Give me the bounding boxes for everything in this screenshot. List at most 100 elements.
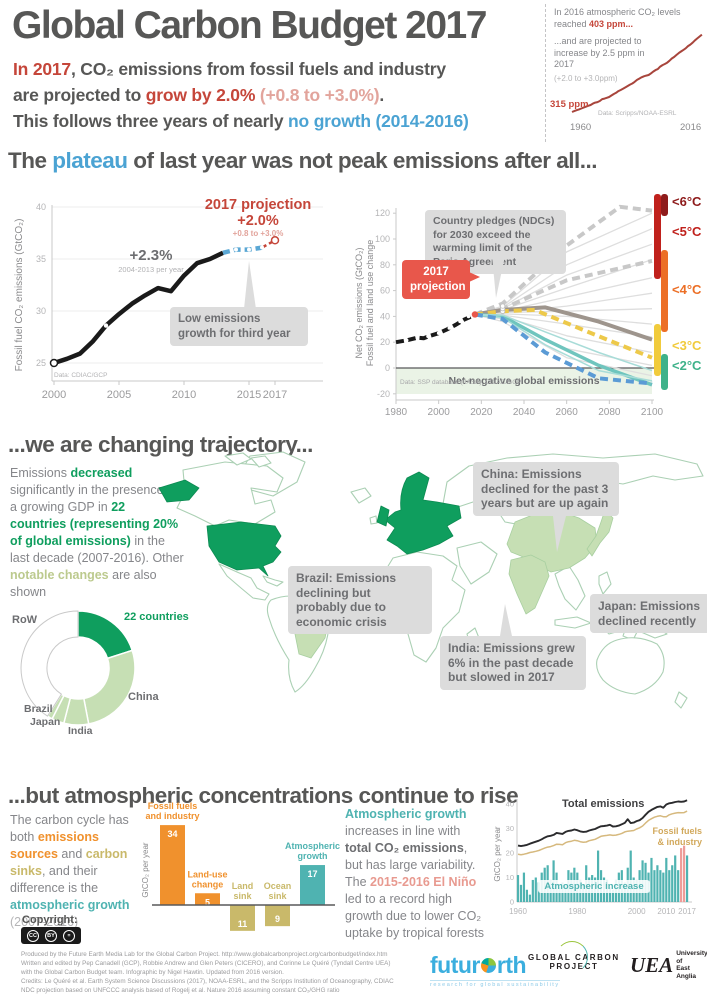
earth-icon bbox=[480, 958, 496, 973]
keeling-source: Data: Scripps/NOAA-ESRL bbox=[598, 110, 677, 117]
growth-paragraph: Atmospheric growth increases in line wit… bbox=[345, 807, 484, 940]
svg-text:growth: growth bbox=[298, 851, 328, 861]
intro-paragraph: In 2017, CO₂ emissions from fossil fuels… bbox=[13, 56, 469, 134]
pledges-pointer bbox=[492, 256, 505, 298]
svg-text:2005: 2005 bbox=[107, 389, 131, 401]
credits-block: Produced by the Future Earth Media Lab f… bbox=[21, 950, 451, 995]
credits-line: NDC projection based on UNFCCC analysis … bbox=[21, 987, 340, 994]
svg-text:40: 40 bbox=[36, 202, 46, 212]
svg-text:1980: 1980 bbox=[385, 407, 408, 418]
keeling-panel: In 2016 atmospheric CO₂ levels reached 4… bbox=[545, 4, 706, 142]
svg-text:80: 80 bbox=[380, 260, 390, 270]
map-country-usa bbox=[206, 521, 282, 577]
temp-label: <3°C bbox=[672, 338, 702, 353]
credits-line: Credits: Le Quéré et al. Earth System Sc… bbox=[21, 978, 394, 985]
map-country-india bbox=[508, 554, 550, 615]
svg-text:Net-negative global emissions: Net-negative global emissions bbox=[448, 375, 599, 387]
country-shares-donut bbox=[20, 610, 136, 726]
credits-line: Written and edited by Pep Canadell (GCP)… bbox=[21, 960, 391, 967]
svg-text:10: 10 bbox=[506, 873, 514, 882]
temp-label: <6°C bbox=[672, 194, 702, 209]
svg-text:2000: 2000 bbox=[428, 407, 451, 418]
svg-text:30: 30 bbox=[506, 824, 514, 833]
section3-heading: ...but atmospheric concentrations contin… bbox=[8, 783, 519, 808]
fossil-fuels-label: Fossil fuels & industry bbox=[652, 826, 702, 847]
donut-label-22countries: 22 countries bbox=[124, 611, 189, 623]
section1-heading: The plateau of last year was not peak em… bbox=[8, 148, 598, 173]
map-indonesia bbox=[554, 616, 592, 629]
svg-text:2080: 2080 bbox=[598, 407, 621, 418]
temp-label: <4°C bbox=[672, 282, 702, 297]
svg-text:2010: 2010 bbox=[657, 907, 675, 916]
map-paragraph: Emissions decreased significantly in the… bbox=[10, 466, 184, 599]
donut-label-japan: Japan bbox=[30, 716, 61, 728]
keeling-annotation-3: (+2.0 to +3.0ppm) bbox=[554, 74, 618, 83]
atmospheric-increase-chart: 0 10 20 30 40 1960 1980 2000 2010 2017 GtCO₂ per y… bbox=[493, 799, 697, 916]
map-arctic-island bbox=[250, 455, 272, 468]
svg-text:25: 25 bbox=[36, 358, 46, 368]
svg-text:2017: 2017 bbox=[678, 907, 696, 916]
carbon-cycle-paragraph: The carbon cycle has both emissions sour… bbox=[10, 813, 130, 929]
svg-text:sink: sink bbox=[233, 891, 252, 901]
svg-text:2017: 2017 bbox=[263, 389, 287, 401]
svg-text:2040: 2040 bbox=[513, 407, 536, 418]
keeling-annotation-1: In 2016 atmospheric CO₂ levels reached 4… bbox=[554, 7, 681, 29]
atm-chart-panel: 0 10 20 30 40 1960 1980 2000 2010 2017 GtCO₂ per y… bbox=[490, 792, 707, 934]
india-callout: India: Emissions grew 6% in the past dec… bbox=[440, 636, 586, 690]
fossil-chart-panel: 25 30 35 40 2000 2005 2010 2015 2017 Fossil fuel … bbox=[8, 185, 348, 417]
map-iceland bbox=[350, 487, 372, 504]
map-country-usa-alaska bbox=[158, 479, 200, 503]
svg-text:GtCO₂ per year: GtCO₂ per year bbox=[493, 826, 502, 881]
futurearth-logo: futur rth research for global sustainabil… bbox=[430, 952, 560, 988]
svg-text:2000: 2000 bbox=[628, 907, 646, 916]
svg-text:Data: SSP database (IIASA), CD: Data: SSP database (IIASA), CDIAC/GCP bbox=[400, 379, 521, 386]
svg-text:Net CO₂ emissions (GtCO₂): Net CO₂ emissions (GtCO₂) bbox=[354, 247, 364, 358]
intro-line-1: In 2017, CO₂ emissions from fossil fuels… bbox=[13, 59, 446, 79]
intro-line-3: This follows three years of nearly no gr… bbox=[13, 111, 469, 131]
svg-text:2100: 2100 bbox=[641, 407, 664, 418]
svg-text:1960: 1960 bbox=[509, 907, 527, 916]
map-canada bbox=[176, 461, 284, 527]
svg-text:100: 100 bbox=[375, 234, 390, 244]
gcp-logo: GLOBAL CARBON PROJECT bbox=[528, 941, 620, 973]
keeling-xtick-last: 2016 bbox=[680, 122, 702, 133]
svg-text:Fossil fuel and land use chang: Fossil fuel and land use change bbox=[365, 240, 375, 367]
atmospheric-increase-label: Atmospheric increase bbox=[538, 880, 650, 893]
credits-line: Produced by the Future Earth Media Lab f… bbox=[21, 951, 388, 958]
china-callout: China: Emissions declined for the past 3… bbox=[473, 462, 619, 516]
map-mexico bbox=[218, 563, 270, 601]
svg-text:9: 9 bbox=[275, 914, 280, 924]
growth-rate-sub: 2004-2013 per year bbox=[118, 265, 184, 274]
section2-heading: ...we are changing trajectory... bbox=[8, 432, 313, 457]
gcp-circle-icon bbox=[556, 941, 588, 973]
svg-text:0: 0 bbox=[510, 898, 514, 907]
map-country-uk bbox=[376, 505, 390, 527]
projection-value: +2.0% bbox=[237, 213, 279, 229]
svg-text:Fossil fuels: Fossil fuels bbox=[148, 801, 198, 811]
donut-label-china: China bbox=[128, 691, 159, 703]
china-callout-pointer bbox=[553, 516, 566, 552]
projection-title: 2017 projection bbox=[204, 197, 312, 213]
cc-icon: CC bbox=[27, 929, 39, 942]
svg-text:0: 0 bbox=[385, 363, 390, 373]
svg-text:change: change bbox=[192, 879, 224, 889]
svg-text:GtCO₂ per year: GtCO₂ per year bbox=[141, 842, 150, 897]
svg-text:120: 120 bbox=[375, 208, 390, 218]
low-growth-callout: Low emissions growth for third year bbox=[170, 307, 308, 346]
donut-label-brazil: Brazil bbox=[24, 703, 53, 715]
cc-by-icon: BY bbox=[45, 929, 57, 942]
svg-text:sink: sink bbox=[268, 891, 287, 901]
svg-text:20: 20 bbox=[380, 337, 390, 347]
svg-text:Fossil fuel CO₂ emissions (GtC: Fossil fuel CO₂ emissions (GtCO₂) bbox=[14, 219, 25, 372]
svg-text:Atmospheric: Atmospheric bbox=[285, 841, 340, 851]
credits-line: with the Global Carbon Budget team. Info… bbox=[21, 969, 284, 976]
scenario-chart-panel: -20 0 20 40 60 80 100 120 1980 2000 2020 2040 2060 20… bbox=[352, 178, 707, 420]
svg-text:Land-use: Land-use bbox=[187, 869, 227, 879]
map-australia bbox=[596, 637, 665, 695]
keeling-xtick-first: 1960 bbox=[570, 122, 592, 133]
svg-text:40: 40 bbox=[380, 311, 390, 321]
brazil-callout: Brazil: Emissions declining but probably… bbox=[288, 566, 432, 634]
